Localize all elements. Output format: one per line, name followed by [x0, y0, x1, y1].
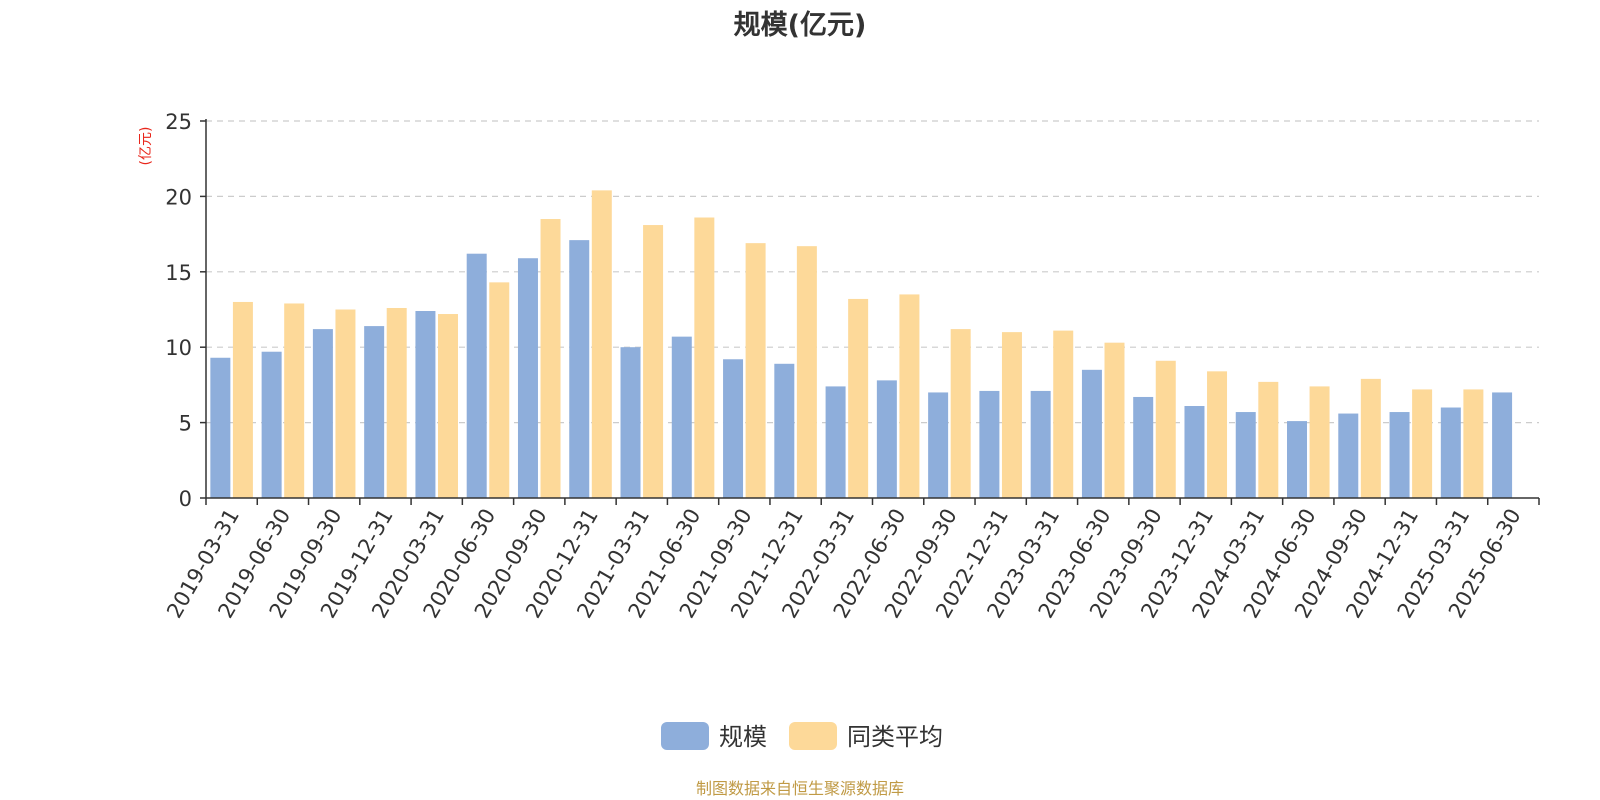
y-tick-label: 25 [165, 110, 192, 134]
legend: 规模 同类平均 [661, 722, 943, 751]
bar-peer-average [899, 294, 920, 498]
bar-scale [1133, 396, 1154, 498]
y-axis-label: (亿元) [138, 127, 154, 166]
bar-scale [1492, 392, 1513, 498]
bar-scale [517, 258, 538, 498]
bar-peer-average [1104, 342, 1125, 498]
y-tick-label: 20 [165, 185, 192, 209]
bar-scale [1235, 412, 1256, 498]
bar-peer-average [1053, 330, 1074, 498]
legend-label-scale: 规模 [719, 723, 767, 751]
bar-peer-average [1412, 389, 1433, 498]
bar-scale [979, 390, 1000, 498]
bar-peer-average [745, 243, 766, 498]
bar-peer-average [489, 282, 510, 498]
bar-scale [876, 380, 897, 498]
bar-scale [1184, 406, 1205, 498]
bars [210, 190, 1513, 499]
bar-peer-average [1463, 389, 1484, 498]
bar-scale [1440, 407, 1461, 498]
bar-peer-average [540, 219, 561, 498]
bar-scale [415, 311, 436, 498]
chart-title: 规模(亿元) [734, 10, 867, 41]
bar-peer-average [284, 303, 305, 498]
bar-scale [312, 329, 333, 498]
legend-swatch-peer-average [789, 722, 837, 750]
bar-peer-average [694, 217, 715, 498]
bar-peer-average [335, 309, 356, 498]
bar-peer-average [1309, 386, 1330, 498]
bar-peer-average [1155, 360, 1176, 498]
bar-scale [261, 351, 282, 498]
bar-scale [723, 359, 744, 498]
y-tick-label: 10 [165, 336, 192, 360]
bar-scale [466, 253, 487, 498]
bar-scale [671, 336, 692, 498]
bar-peer-average [1001, 332, 1022, 498]
bar-peer-average [1207, 371, 1228, 498]
legend-label-peer-average: 同类平均 [847, 723, 943, 751]
bar-scale [1389, 412, 1410, 498]
bar-scale [210, 357, 231, 498]
source-note: 制图数据来自恒生聚源数据库 [696, 779, 904, 798]
bar-scale [774, 363, 795, 498]
bar-peer-average [848, 298, 869, 498]
bar-scale [1030, 390, 1051, 498]
bar-scale [620, 347, 641, 498]
bar-scale [364, 326, 385, 498]
bar-scale [1338, 413, 1359, 498]
bar-scale [1081, 369, 1102, 498]
bar-scale [825, 386, 846, 498]
bar-peer-average [437, 314, 458, 498]
bar-peer-average [643, 225, 664, 498]
bar-scale [928, 392, 949, 498]
y-tick-label: 5 [179, 412, 192, 436]
legend-swatch-scale [661, 722, 709, 750]
bar-peer-average [950, 329, 971, 498]
bar-peer-average [386, 307, 407, 498]
bar-scale [569, 240, 590, 498]
y-tick-label: 15 [165, 261, 192, 285]
bar-scale [1287, 421, 1308, 498]
bar-peer-average [1360, 378, 1381, 498]
bar-peer-average [232, 301, 253, 498]
bar-peer-average [591, 190, 612, 499]
bar-peer-average [1258, 381, 1279, 498]
y-tick-label: 0 [179, 487, 192, 511]
bar-peer-average [796, 246, 817, 498]
